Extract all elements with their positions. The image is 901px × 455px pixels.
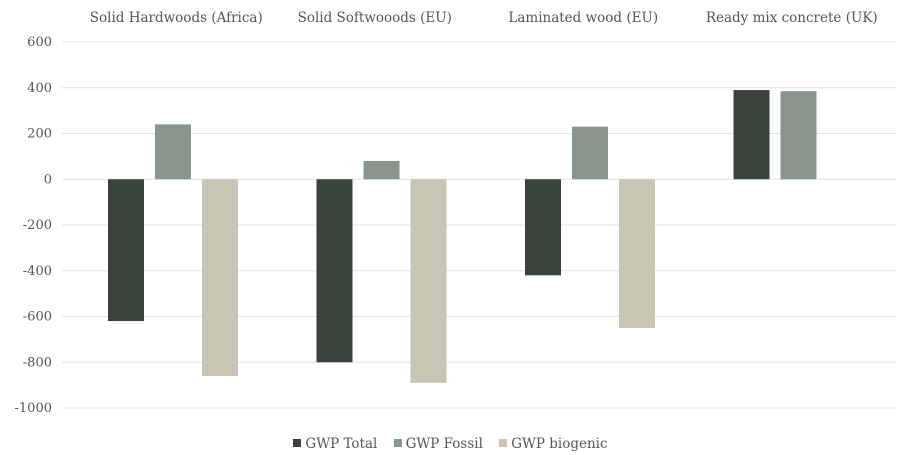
gridlines [62, 41, 896, 409]
bar-gwp-total-laminated-wood-eu [525, 179, 561, 276]
bar-gwp-total-solid-softwooods-eu [316, 179, 353, 363]
y-axis-ticks: 600 400 200 0 -200 -400 -600 -800 -1000 [15, 35, 52, 416]
legend-label-gwp-biogenic: GWP biogenic [511, 436, 608, 452]
legend-item-gwp-total: GWP Total [293, 436, 377, 452]
legend-item-gwp-biogenic: GWP biogenic [499, 436, 608, 452]
y-tick-label: -800 [23, 355, 52, 370]
bar-gwp-total-solid-hardwoods-africa [108, 179, 144, 322]
bars [108, 90, 817, 383]
y-tick-label: 600 [27, 35, 52, 50]
legend: GWP Total GWP Fossil GWP biogenic [0, 436, 901, 452]
legend-label-gwp-total: GWP Total [305, 436, 378, 452]
category-label-solid-hardwoods-africa: Solid Hardwoods (Africa) [90, 10, 263, 26]
category-label-solid-softwooods-eu: Solid Softwooods (EU) [298, 10, 452, 26]
category-label-laminated-wood-eu: Laminated wood (EU) [508, 10, 658, 26]
bar-gwp-fossil-solid-softwooods-eu [363, 160, 400, 180]
y-tick-label: -600 [23, 310, 52, 325]
y-tick-label: 400 [27, 81, 52, 96]
bar-gwp-biogenic-solid-hardwoods-africa [202, 179, 238, 376]
y-tick-label: -400 [23, 264, 52, 279]
bar-chart: 600 400 200 0 -200 -400 -600 -800 -1000 Solid Ha… [15, 10, 896, 416]
y-tick-label: -200 [23, 218, 52, 233]
bar-gwp-biogenic-laminated-wood-eu [619, 179, 655, 328]
legend-swatch-gwp-biogenic [499, 439, 508, 447]
category-labels: Solid Hardwoods (Africa) Solid Softwooods… [90, 10, 878, 26]
legend-swatch-gwp-total [293, 439, 302, 447]
bar-gwp-fossil-solid-hardwoods-africa [155, 124, 191, 180]
bar-gwp-fossil-ready-mix-concrete-uk [780, 91, 817, 180]
legend-swatch-gwp-fossil [393, 439, 402, 447]
legend-item-gwp-fossil: GWP Fossil [393, 436, 483, 452]
bar-gwp-biogenic-solid-softwooods-eu [410, 179, 447, 383]
y-tick-label: -1000 [15, 401, 52, 416]
bar-gwp-fossil-laminated-wood-eu [572, 126, 608, 180]
y-tick-label: 0 [44, 172, 52, 187]
bar-gwp-total-ready-mix-concrete-uk [733, 90, 770, 180]
y-tick-label: 200 [27, 127, 52, 142]
legend-label-gwp-fossil: GWP Fossil [405, 436, 483, 452]
category-label-ready-mix-concrete-uk: Ready mix concrete (UK) [706, 10, 878, 26]
